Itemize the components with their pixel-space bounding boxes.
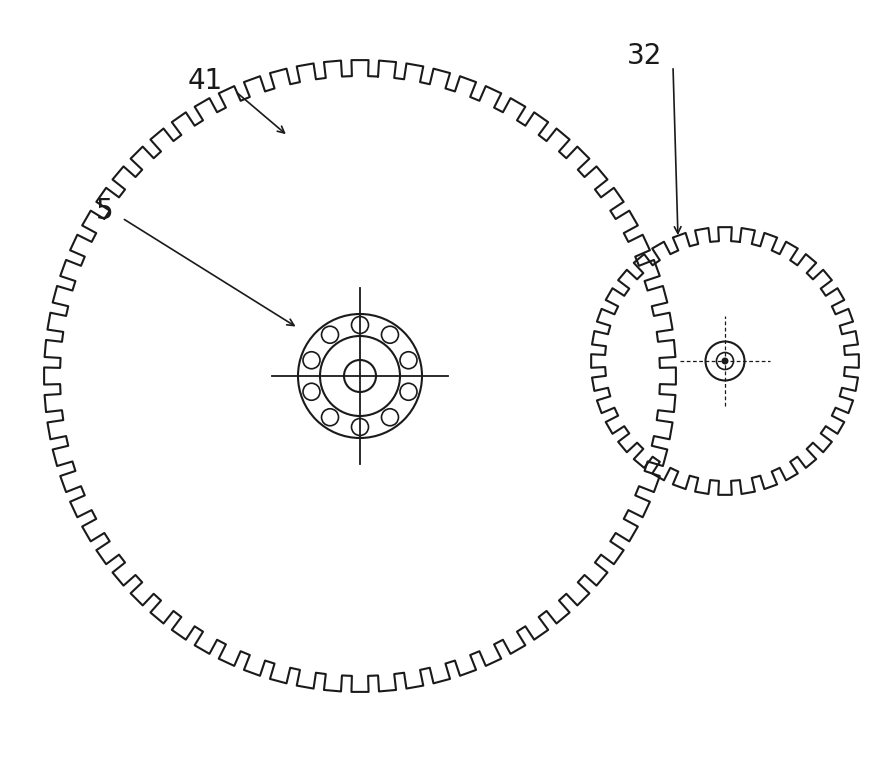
Text: 32: 32 [627,42,663,70]
Circle shape [723,358,728,364]
Text: 5: 5 [96,197,114,225]
Text: 41: 41 [187,67,223,95]
